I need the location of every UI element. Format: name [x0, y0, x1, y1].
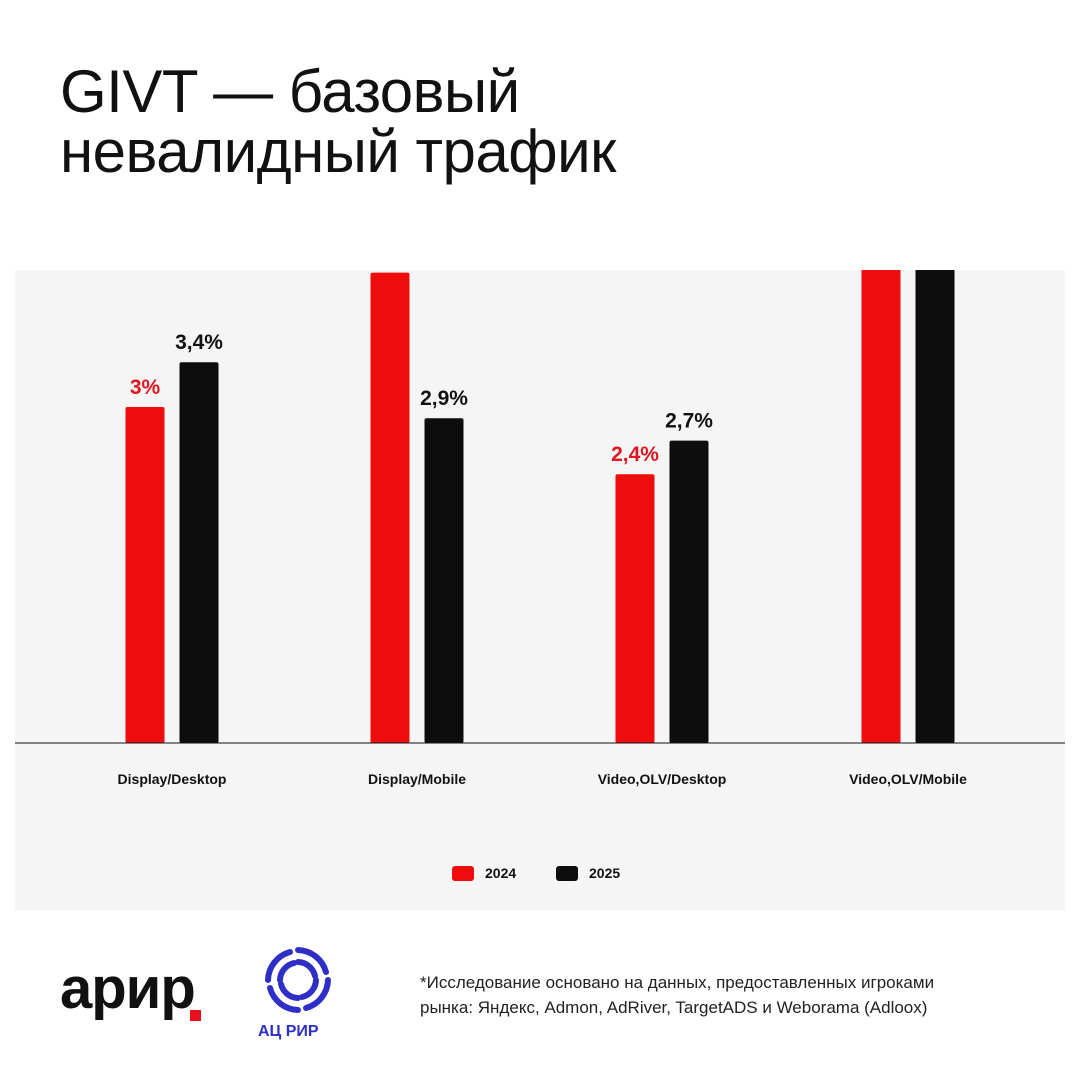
acrir-label: АЦ РИР	[258, 1023, 319, 1040]
footnote: *Исследование основано на данных, предос…	[420, 970, 1040, 1020]
page-title: GIVT — базовый невалидный трафик	[60, 62, 1020, 182]
x-tick-label-3: Video,OLV/Desktop	[598, 771, 727, 787]
x-tick-label-2: Display/Mobile	[368, 771, 466, 787]
x-tick-label-1: Display/Desktop	[118, 771, 227, 787]
arir-logo-text: арир	[60, 956, 196, 1021]
arir-logo: арир	[60, 960, 240, 1030]
legend-label-2024: 2024	[485, 865, 517, 881]
bar-2025-1	[179, 362, 219, 743]
acrir-swirl-icon	[265, 947, 331, 1013]
data-label-2024-1: 3%	[130, 376, 161, 399]
legend-swatch-2025	[556, 865, 578, 881]
bar-2025-4	[915, 270, 955, 743]
arir-logo-dot	[190, 1010, 201, 1021]
data-label-2024-3: 2,4%	[611, 443, 659, 466]
footnote-line-2: рынка: Яндекс, Admon, AdRiver, TargetADS…	[420, 998, 928, 1017]
legend-label-2025: 2025	[589, 865, 621, 881]
legend-swatch-2024	[452, 865, 474, 881]
bar-2025-2	[424, 418, 464, 743]
bar-2024-3	[615, 474, 655, 743]
bar-chart: 3%3,4%Display/Desktop4,2%2,9%Display/Mob…	[15, 270, 1065, 787]
bar-2024-1	[125, 407, 165, 743]
footnote-line-1: *Исследование основано на данных, предос…	[420, 973, 935, 992]
data-label-2025-2: 2,9%	[420, 387, 468, 410]
title-line-2: невалидный трафик	[60, 118, 616, 185]
chart-panel: 3%3,4%Display/Desktop4,2%2,9%Display/Mob…	[15, 270, 1065, 910]
legend-item-2024: 2024	[452, 863, 516, 883]
bar-2024-2	[370, 272, 410, 743]
data-label-2025-3: 2,7%	[665, 410, 713, 433]
x-tick-label-4: Video,OLV/Mobile	[849, 771, 967, 787]
bar-2024-4	[861, 270, 901, 743]
bar-2025-3	[669, 440, 709, 743]
chart-legend: 2024 2025	[15, 863, 1065, 883]
legend-item-2025: 2025	[556, 863, 620, 883]
title-line-1: GIVT — базовый	[60, 58, 520, 125]
data-label-2025-1: 3,4%	[175, 331, 223, 354]
